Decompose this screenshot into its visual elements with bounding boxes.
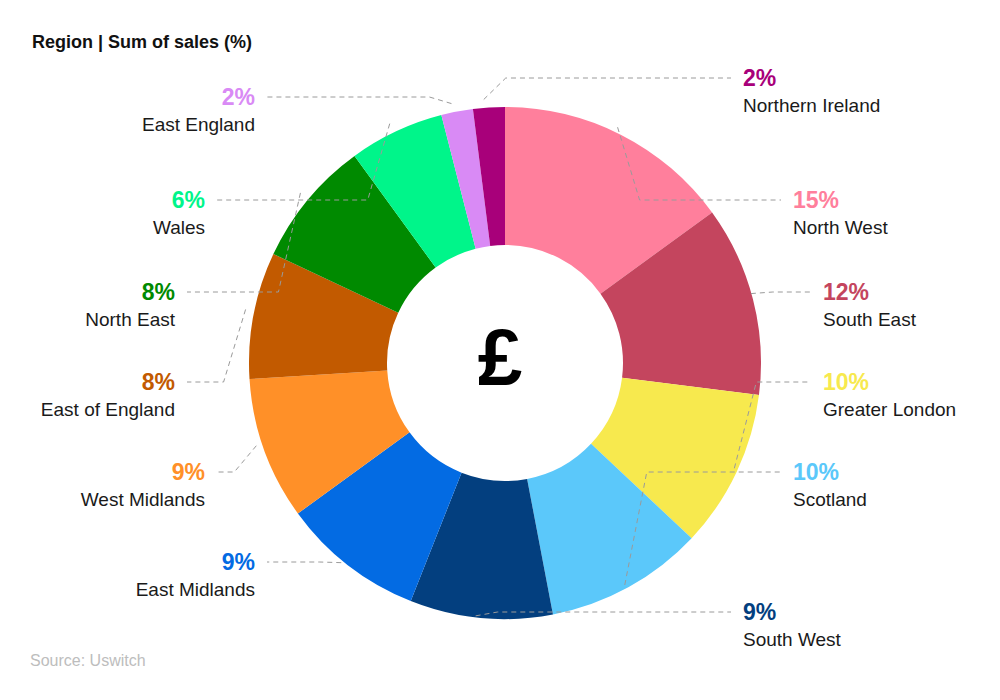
svg-text:East Midlands: East Midlands <box>136 579 255 600</box>
svg-text:15%: 15% <box>793 187 839 213</box>
html-text:Source: Uswitch: Source: Uswitch <box>30 652 146 669</box>
svg-text:North East: North East <box>85 309 175 330</box>
svg-text:Wales: Wales <box>153 217 205 238</box>
svg-text:9%: 9% <box>222 549 255 575</box>
svg-text:Scotland: Scotland <box>793 489 867 510</box>
svg-text:10%: 10% <box>823 369 869 395</box>
svg-text:2%: 2% <box>222 84 255 110</box>
svg-text:6%: 6% <box>172 187 205 213</box>
svg-text:12%: 12% <box>823 279 869 305</box>
svg-text:West Midlands: West Midlands <box>81 489 205 510</box>
svg-text:East of England: East of England <box>41 399 175 420</box>
svg-text:9%: 9% <box>743 599 776 625</box>
svg-text:South East: South East <box>823 309 917 330</box>
svg-text:South West: South West <box>743 629 842 650</box>
svg-text:East England: East England <box>142 114 255 135</box>
svg-text:8%: 8% <box>142 279 175 305</box>
html-text:Region | Sum of sales (%): Region | Sum of sales (%) <box>32 32 253 52</box>
svg-text:Greater London: Greater London <box>823 399 956 420</box>
svg-text:2%: 2% <box>743 65 776 91</box>
svg-text:North West: North West <box>793 217 888 238</box>
svg-text:Northern Ireland: Northern Ireland <box>743 95 880 116</box>
svg-text:10%: 10% <box>793 459 839 485</box>
svg-text:8%: 8% <box>142 369 175 395</box>
svg-text:9%: 9% <box>172 459 205 485</box>
